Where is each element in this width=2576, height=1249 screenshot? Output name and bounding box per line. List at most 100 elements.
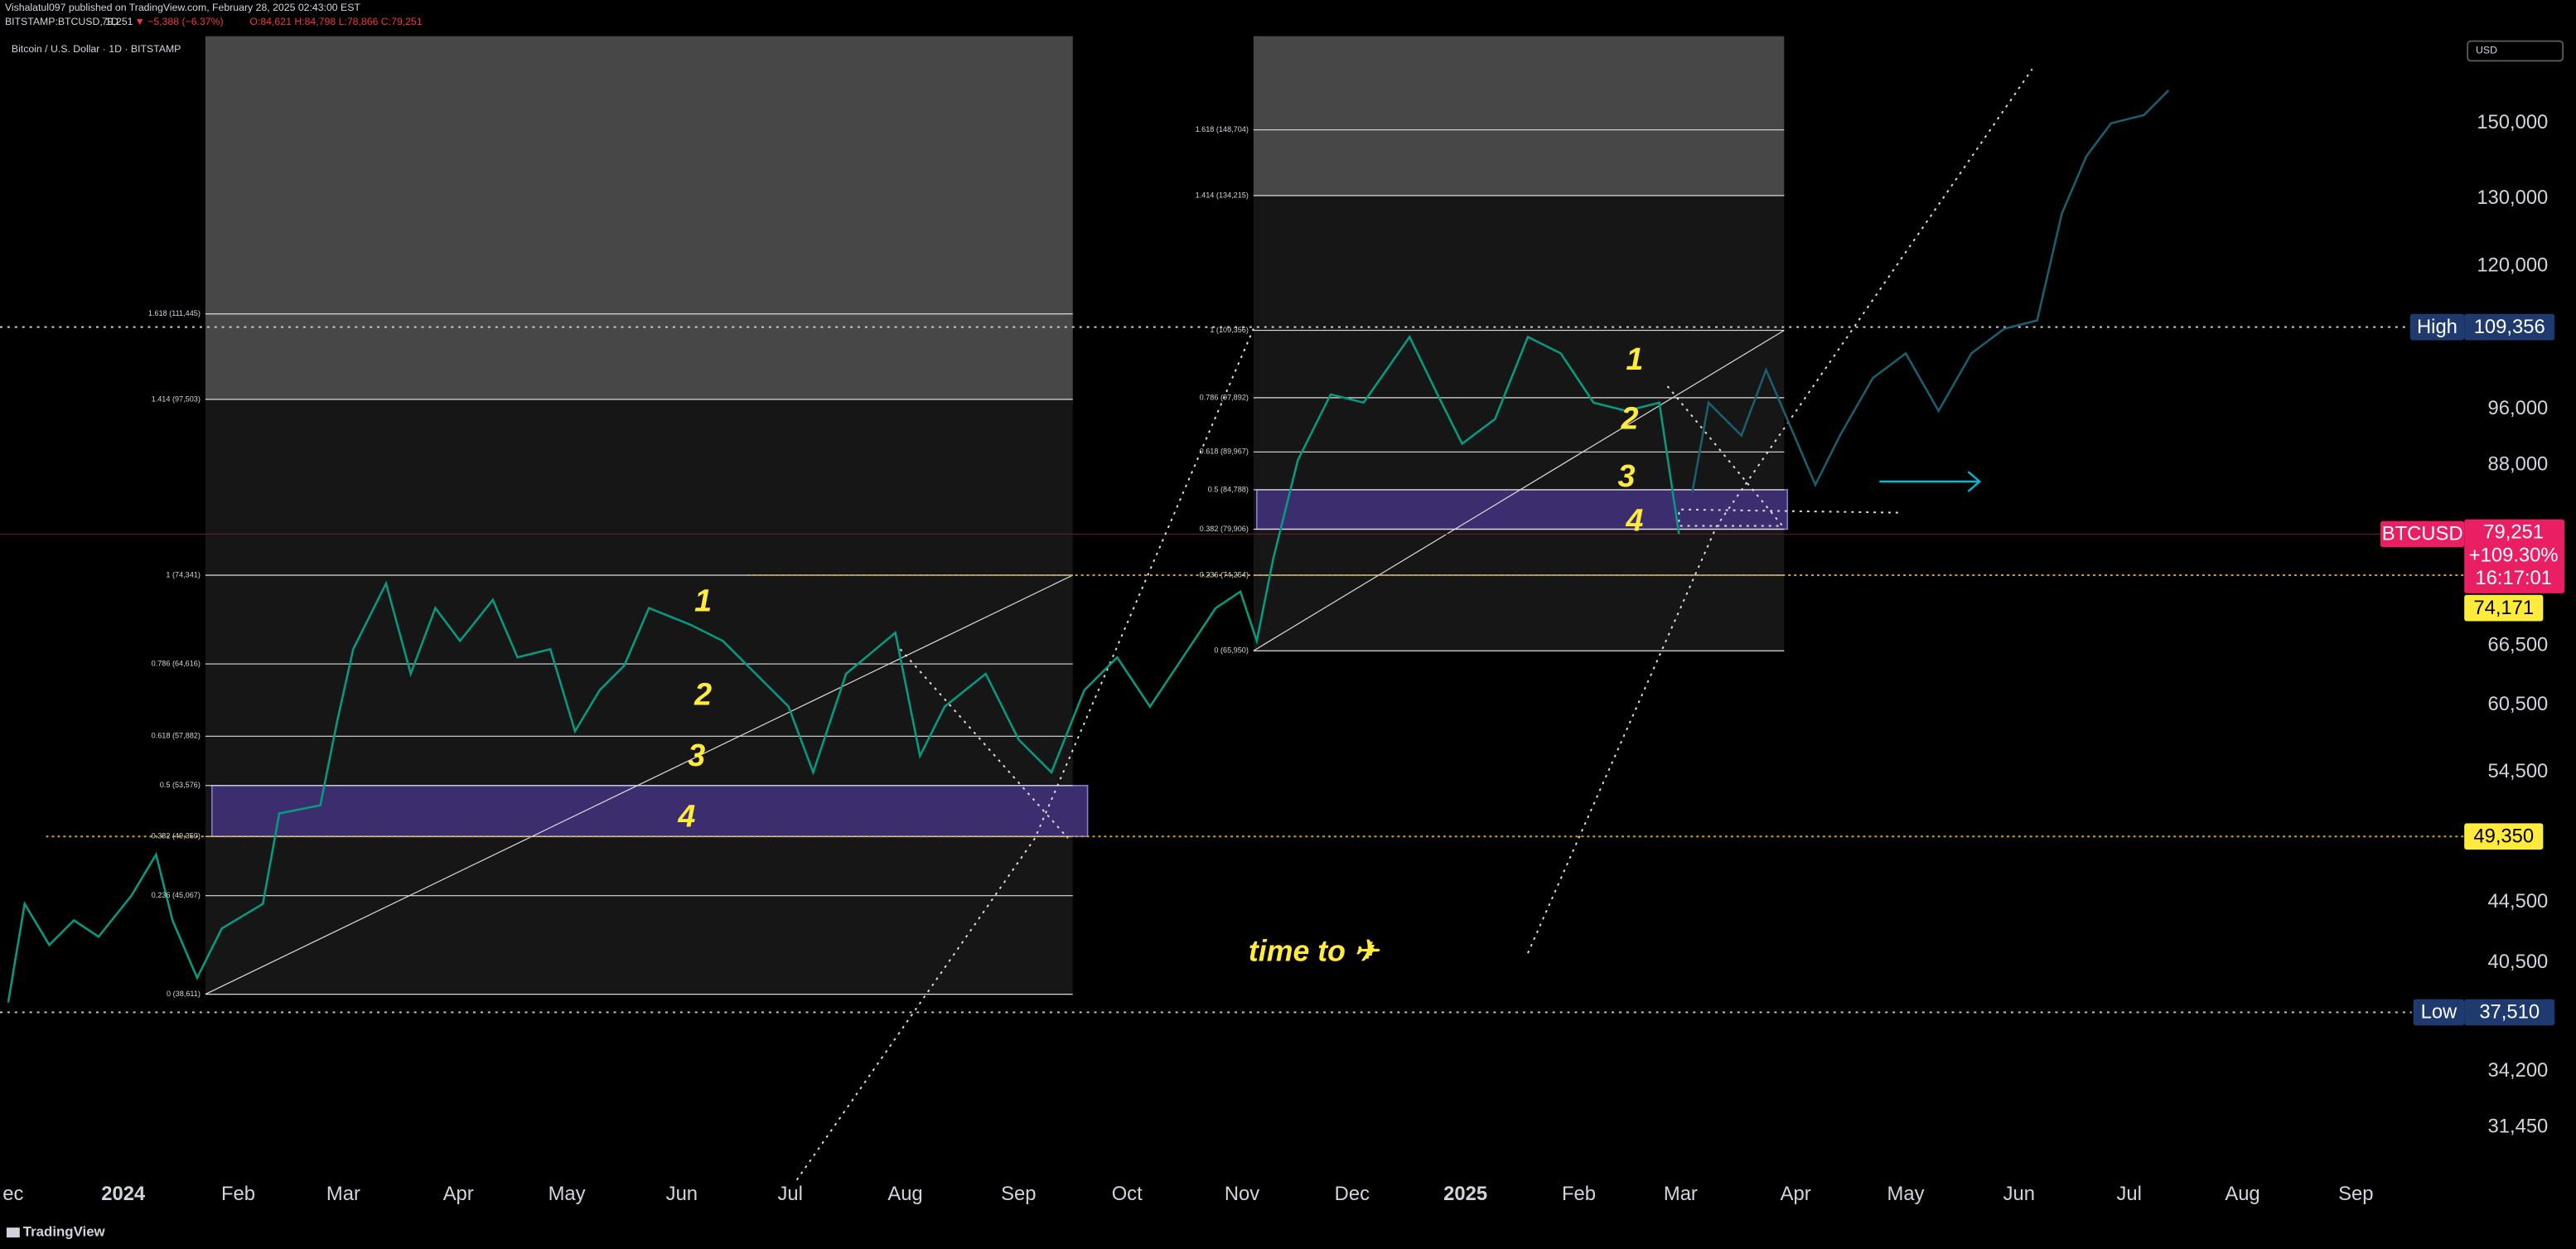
time-label: Aug — [887, 1183, 922, 1205]
fib-label: 0.5 (53,576) — [160, 781, 201, 789]
high-value: 109,356 — [2474, 316, 2545, 338]
price-label: 60,500 — [2488, 693, 2549, 715]
countdown: 16:17:01 — [2475, 567, 2552, 589]
change-badge: +109.30% — [2469, 544, 2559, 566]
time-label: Apr — [443, 1183, 474, 1205]
fib-label: 0.618 (57,882) — [152, 732, 201, 740]
symbol-badge: BTCUSD — [2382, 523, 2463, 545]
fib-label: 0.618 (89,967) — [1200, 448, 1249, 456]
footer: TradingView — [23, 1224, 106, 1240]
price-label: 120,000 — [2477, 254, 2548, 277]
price-label: 31,450 — [2488, 1116, 2549, 1138]
dotted-lines — [0, 68, 2465, 1181]
projection-path — [1690, 90, 2170, 494]
symbol: BITSTAMP:BTCUSD, 1D — [5, 16, 118, 27]
fib-label: 0.786 (97,892) — [1200, 393, 1249, 401]
annotation: time to ✈ — [1249, 934, 1380, 967]
price-label: 54,500 — [2488, 760, 2549, 782]
price-label: 44,500 — [2488, 890, 2549, 913]
fib-label: 0.382 (79,906) — [1200, 525, 1249, 533]
fib-label: 0.236 (74,254) — [1200, 570, 1249, 579]
time-label: Jun — [2003, 1183, 2035, 1205]
time-label: Jun — [666, 1183, 698, 1205]
purple-zone — [1256, 489, 1789, 530]
time-label: Aug — [2225, 1183, 2259, 1205]
wave-label: 3 — [1617, 458, 1635, 493]
time-label: Apr — [1781, 1183, 1811, 1205]
price-label: 34,200 — [2488, 1059, 2549, 1082]
price-badge: 79,251 — [2483, 521, 2544, 544]
fib-label: 1.414 (97,503) — [152, 395, 201, 403]
low-value: 37,510 — [2479, 1001, 2540, 1024]
low-label: Low — [2421, 1001, 2458, 1024]
fib-box — [205, 399, 1073, 995]
price-label: 130,000 — [2477, 186, 2548, 209]
logo — [6, 1227, 20, 1238]
time-label: Feb — [221, 1183, 255, 1205]
wave-label: 1 — [1626, 341, 1643, 376]
time-label: Sep — [2338, 1183, 2373, 1205]
fib-label: 0.786 (64,616) — [152, 659, 201, 667]
time-label: May — [549, 1183, 586, 1205]
wave-label: 4 — [1625, 503, 1643, 538]
wave-label: 4 — [677, 798, 695, 833]
time-label: Mar — [1664, 1183, 1698, 1205]
fib-label: 1 (74,341) — [166, 570, 201, 579]
fib-label: 1.414 (134,215) — [1196, 191, 1249, 199]
price-label: 66,500 — [2488, 634, 2549, 656]
time-label: May — [1887, 1183, 1925, 1205]
price-label: 96,000 — [2488, 397, 2549, 419]
wave-label: 2 — [1620, 401, 1638, 436]
currency: USD — [2476, 45, 2497, 56]
publisher: Vishalatul097 published on TradingView.c… — [5, 2, 360, 13]
fib-label: 0.5 (84,788) — [1208, 485, 1249, 493]
time-label: Jul — [778, 1183, 803, 1205]
wave-label: 3 — [688, 738, 705, 772]
fib-label: 1.618 (111,445) — [148, 309, 201, 317]
fib-extension-zone — [1253, 36, 1785, 196]
fib-label: 0.236 (45,067) — [152, 891, 201, 899]
ohlc: O:84,621 H:84,798 L:78,866 C:79,251 — [249, 16, 422, 27]
symbol-badge-bg — [2380, 520, 2465, 548]
time-label: Mar — [326, 1183, 360, 1205]
level-badge: 49,350 — [2473, 825, 2534, 848]
price-path — [7, 334, 1680, 1003]
price-badge-bg — [2464, 519, 2565, 593]
price-label: 88,000 — [2488, 453, 2549, 475]
time-label: Dec — [1335, 1183, 1370, 1205]
level-badge-bg — [2464, 823, 2544, 850]
fib-label: 0 (65,950) — [1214, 646, 1249, 655]
low-value-bg — [2464, 999, 2555, 1026]
time-label: Feb — [1562, 1183, 1596, 1205]
level-badge-bg — [2464, 594, 2544, 622]
high-value-bg — [2464, 313, 2555, 341]
change: ▼ −5,388 (−6.37%) — [135, 16, 224, 27]
time-label: Oct — [1112, 1183, 1143, 1205]
last-price: 79,251 — [102, 16, 133, 27]
time-label: ec — [2, 1183, 23, 1205]
time-label: 2024 — [101, 1183, 146, 1205]
fib-label: 1.618 (148,704) — [1196, 125, 1249, 133]
fib-label: 0 (38,611) — [167, 990, 201, 998]
time-label: Jul — [2116, 1183, 2141, 1205]
wave-label: 2 — [694, 677, 712, 712]
fib-label: 0.382 (49,350) — [152, 832, 201, 840]
currency-box — [2467, 40, 2564, 62]
chart-title: Bitcoin / U.S. Dollar · 1D · BITSTAMP — [12, 43, 181, 55]
fib-lines — [205, 129, 1785, 995]
level-badge: 74,171 — [2473, 597, 2534, 619]
fib-extension-zone — [205, 36, 1073, 399]
fib-label: 1 (109,356) — [1210, 326, 1249, 334]
time-label: Sep — [1001, 1183, 1036, 1205]
low-label-bg — [2413, 999, 2465, 1026]
price-label: 150,000 — [2477, 111, 2548, 133]
time-label: Nov — [1225, 1183, 1259, 1205]
high-label: High — [2417, 316, 2458, 338]
time-label: 2025 — [1443, 1183, 1487, 1205]
price-label: 40,500 — [2488, 951, 2549, 973]
wave-label: 1 — [694, 583, 712, 618]
purple-zone — [210, 785, 1089, 838]
